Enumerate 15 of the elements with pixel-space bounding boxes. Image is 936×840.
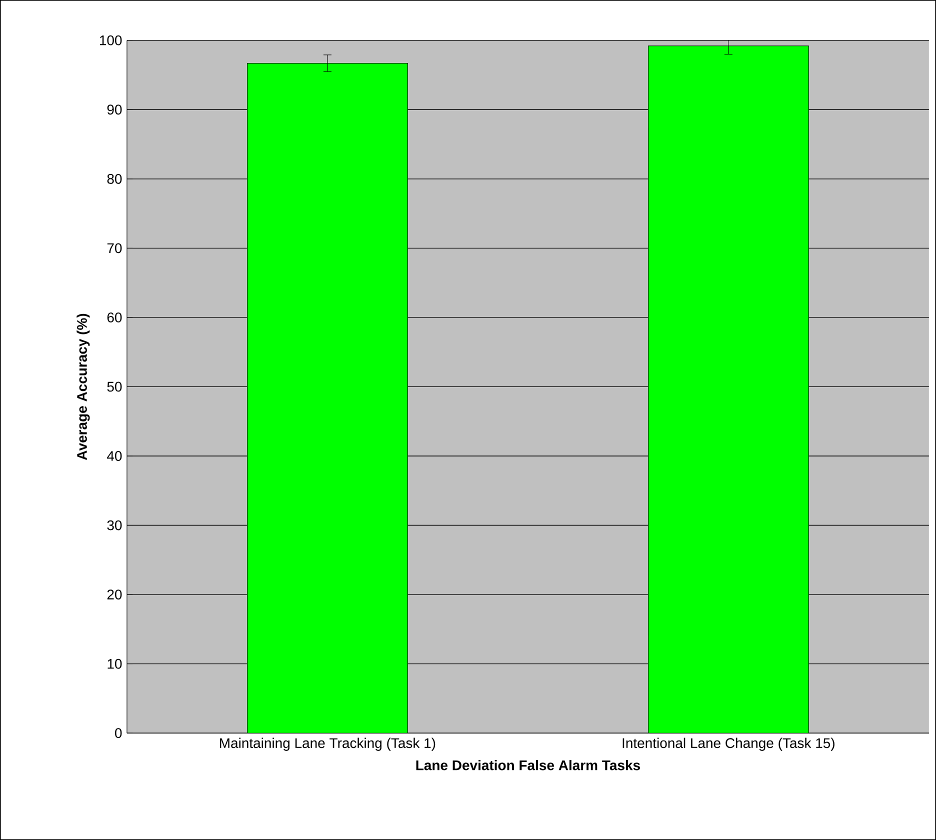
y-tick-label: 30 (107, 520, 122, 530)
y-tick-label: 90 (107, 104, 122, 115)
x-axis-title: Lane Deviation False Alarm Tasks (416, 760, 640, 770)
y-tick-label: 80 (107, 174, 122, 184)
x-tick-label: Maintaining Lane Tracking (Task 1) (220, 738, 436, 751)
y-tick-label: 10 (108, 658, 122, 669)
y-tick-label: 60 (107, 312, 122, 322)
y-tick-label: 50 (107, 382, 122, 392)
y-tick-label: 40 (107, 451, 122, 461)
y-tick-label: 20 (107, 590, 122, 600)
y-tick-label: 100 (100, 35, 122, 46)
y-tick-label: 0 (115, 728, 122, 738)
y-tick-label: 70 (107, 243, 122, 254)
x-tick-label: Intentional Lane Change (Task 15) (622, 738, 834, 751)
y-axis-title: Average Accuracy (%) (76, 314, 90, 460)
